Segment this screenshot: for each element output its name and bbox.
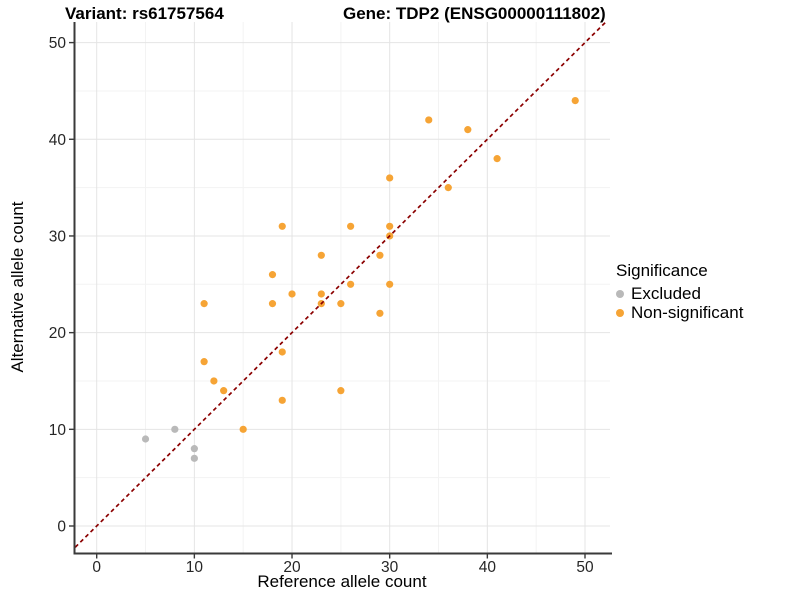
- data-point-non-significant: [464, 126, 472, 134]
- panel-background: [75, 22, 610, 554]
- data-point-non-significant: [386, 222, 394, 230]
- data-point-non-significant: [493, 155, 501, 163]
- data-point-non-significant: [571, 97, 579, 105]
- data-point-non-significant: [376, 251, 384, 259]
- data-point-non-significant: [200, 358, 208, 366]
- y-tick-label: 40: [49, 132, 67, 149]
- data-point-non-significant: [347, 280, 355, 288]
- data-point-non-significant: [220, 387, 228, 395]
- x-tick-label: 30: [381, 559, 399, 576]
- data-point-non-significant: [278, 396, 286, 404]
- data-point-non-significant: [444, 184, 452, 192]
- x-axis-label: Reference allele count: [257, 572, 427, 591]
- data-point-non-significant: [210, 377, 218, 385]
- y-tick-label: 50: [49, 35, 67, 52]
- data-point-excluded: [171, 425, 179, 433]
- data-point-excluded: [190, 454, 198, 462]
- identity-line: [74, 21, 607, 548]
- data-point-non-significant: [288, 290, 296, 298]
- data-point-non-significant: [239, 425, 247, 433]
- legend-item-non-significant: Non-significant: [616, 303, 743, 322]
- data-point-excluded: [141, 435, 150, 443]
- x-tick-label: 50: [576, 559, 594, 576]
- data-point-non-significant: [347, 222, 355, 230]
- data-point-non-significant: [268, 300, 277, 308]
- x-tick-label: 40: [479, 559, 497, 576]
- data-point-non-significant: [268, 271, 277, 279]
- y-axis-label: Alternative allele count: [8, 201, 27, 373]
- excluded-dot-icon: [616, 289, 624, 298]
- data-point-non-significant: [386, 280, 394, 288]
- plot-title-variant: Variant: rs61757564: [65, 4, 224, 23]
- data-point-excluded: [190, 445, 198, 453]
- y-tick-label: 10: [49, 422, 67, 439]
- data-point-non-significant: [337, 387, 345, 395]
- data-point-non-significant: [278, 348, 286, 356]
- x-tick-label: 0: [92, 559, 101, 576]
- y-tick-label: 0: [57, 519, 66, 536]
- data-point-non-significant: [425, 116, 433, 124]
- y-tick-label: 20: [49, 325, 67, 342]
- data-point-non-significant: [317, 290, 325, 298]
- x-tick-label: 10: [186, 559, 204, 576]
- data-point-non-significant: [386, 174, 394, 182]
- legend-item-excluded: Excluded: [616, 284, 743, 303]
- legend-label-excluded: Excluded: [631, 283, 701, 303]
- data-point-non-significant: [376, 309, 384, 317]
- x-tick-label: 20: [283, 559, 301, 576]
- y-tick-label: 30: [49, 228, 67, 245]
- legend-label-non-significant: Non-significant: [631, 302, 744, 322]
- non-significant-dot-icon: [616, 308, 624, 317]
- data-point-non-significant: [200, 300, 208, 308]
- legend-title: Significance: [616, 261, 708, 280]
- data-point-non-significant: [317, 251, 325, 259]
- legend: Significance Excluded Non-significant: [616, 261, 743, 322]
- plot-title-gene: Gene: TDP2 (ENSG00000111802): [343, 4, 606, 23]
- data-point-non-significant: [337, 300, 345, 308]
- data-point-non-significant: [278, 222, 286, 230]
